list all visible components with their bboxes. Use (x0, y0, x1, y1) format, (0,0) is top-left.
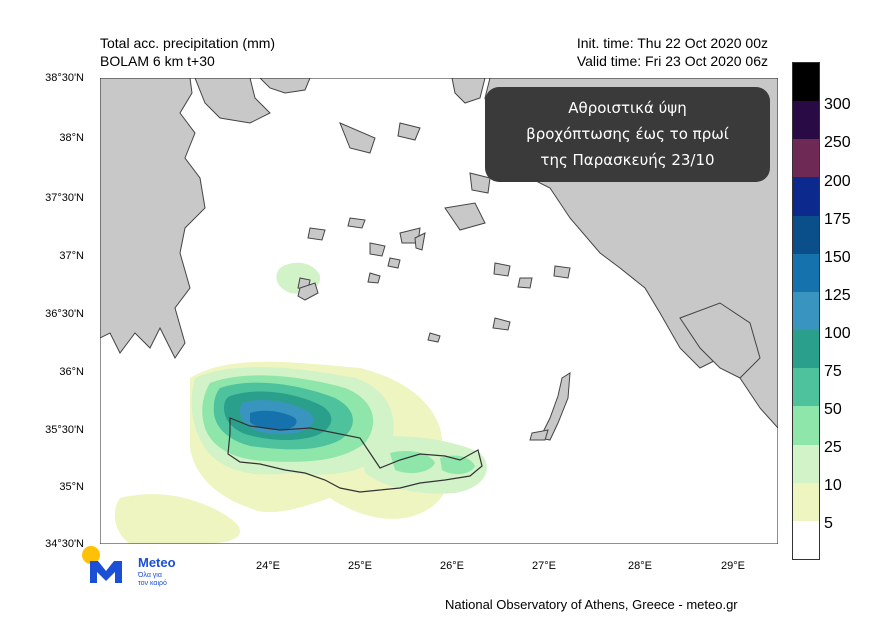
colorbar (792, 62, 820, 560)
logo-name: Meteo (138, 555, 176, 570)
init-time: Init. time: Thu 22 Oct 2020 00z (576, 35, 768, 51)
logo-tagline-2: τον καιρό (138, 580, 167, 587)
lat-label: 35°N (59, 481, 84, 493)
colorbar-label: 75 (824, 363, 842, 380)
colorbar-segment (793, 406, 819, 445)
lon-label: 28°E (628, 560, 652, 572)
colorbar-label: 50 (824, 401, 842, 418)
colorbar-label: 125 (824, 287, 851, 304)
colorbar-segment (793, 520, 819, 559)
precipitation-field (114, 262, 487, 544)
map-title: Total acc. precipitation (mm) (100, 35, 276, 51)
colorbar-label: 200 (824, 173, 851, 190)
colorbar-segment (793, 101, 819, 140)
lat-label: 34°30'N (45, 538, 84, 550)
lon-label: 27°E (532, 560, 556, 572)
note-line: Αθροιστικά ύψη (568, 99, 687, 117)
logo-tagline-1: Όλα για (138, 572, 162, 579)
colorbar-segment (793, 330, 819, 369)
forecast-note: Αθροιστικά ύψη βροχόπτωσης έως το πρωί τ… (485, 87, 770, 182)
colorbar-label: 5 (824, 515, 833, 532)
colorbar-segment (793, 291, 819, 331)
model-label: BOLAM 6 km t+30 (100, 53, 215, 69)
colorbar-label: 250 (824, 134, 851, 151)
colorbar-segment (793, 253, 819, 292)
colorbar-label: 175 (824, 211, 851, 228)
lon-label: 26°E (440, 560, 464, 572)
colorbar-label: 25 (824, 439, 842, 456)
colorbar-label: 10 (824, 477, 842, 494)
lat-label: 37°30'N (45, 192, 84, 204)
colorbar-segment (793, 368, 819, 407)
colorbar-segment (793, 177, 819, 216)
lat-label: 38°N (59, 132, 84, 144)
colorbar-label: 150 (824, 249, 851, 266)
colorbar-segment (793, 444, 819, 483)
lat-label: 36°N (59, 366, 84, 378)
lat-label: 36°30'N (45, 308, 84, 320)
lat-label: 37°N (59, 250, 84, 262)
map-title-block: Total acc. precipitation (mm) BOLAM 6 km… (100, 34, 275, 70)
footer-credit: National Observatory of Athens, Greece -… (445, 597, 738, 612)
colorbar-segment (793, 139, 819, 178)
logo-tagline: Όλα για τον καιρό (138, 572, 167, 588)
colorbar-label: 100 (824, 325, 851, 342)
note-line: βροχόπτωσης έως το πρωί (526, 125, 729, 143)
lon-label: 29°E (721, 560, 745, 572)
colorbar-label: 300 (824, 96, 851, 113)
colorbar-segment (793, 215, 819, 254)
meteo-logo-icon (82, 546, 122, 583)
valid-time: Valid time: Fri 23 Oct 2020 06z (576, 53, 768, 69)
lat-label: 38°30'N (45, 72, 84, 84)
lat-label: 35°30'N (45, 424, 84, 436)
note-line: της Παρασκευής 23/10 (540, 151, 715, 169)
time-block: Init. time: Thu 22 Oct 2020 00z Valid ti… (508, 34, 768, 70)
lon-label: 24°E (256, 560, 280, 572)
lon-label: 25°E (348, 560, 372, 572)
colorbar-segment (793, 63, 819, 102)
colorbar-segment (793, 482, 819, 521)
meteo-logo: Meteo Όλα για τον καιρό (82, 545, 212, 593)
